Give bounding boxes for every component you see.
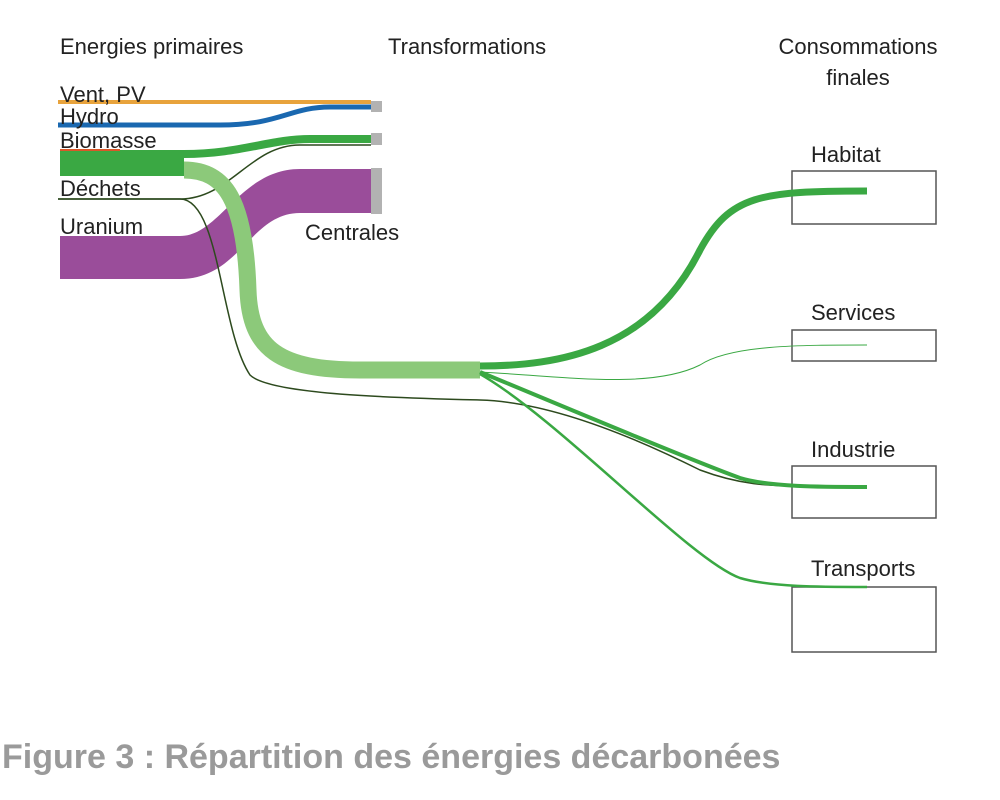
- flow-waste-to-plants: [58, 144, 371, 200]
- flow-biomass-to-habitat: [479, 187, 868, 370]
- sector-label-habitat: Habitat: [811, 142, 881, 167]
- source-label-uranium: Uranium: [60, 214, 143, 239]
- source-label-biomass: Biomasse: [60, 128, 157, 153]
- figure-caption: Figure 3 : Répartition des énergies déca…: [2, 738, 781, 776]
- header-final-consumption-line2: finales: [826, 65, 890, 90]
- sector-box-transports: [791, 586, 937, 653]
- sector-box-services: [791, 329, 937, 362]
- source-label-wind-pv: Vent, PV: [60, 82, 146, 107]
- source-label-hydro: Hydro: [60, 104, 119, 129]
- flow-biomass-to-plants: [183, 135, 371, 158]
- flow-uranium: [60, 169, 371, 279]
- header-final-consumption-line1: Consommations: [779, 34, 938, 59]
- node-label-centrales: Centrales: [305, 220, 399, 245]
- header-transformations: Transformations: [388, 34, 546, 59]
- flow-biomass-to-distribution: [183, 161, 480, 379]
- sector-box-industrie: [791, 465, 937, 519]
- source-label-waste: Déchets: [60, 176, 141, 201]
- plant-bar-uranium: [371, 168, 382, 214]
- flow-biomass-to-transports: [479, 372, 868, 589]
- flow-hydro: [58, 104, 371, 128]
- header-primary-energies: Energies primaires: [60, 34, 243, 59]
- sector-label-industrie: Industrie: [811, 437, 895, 462]
- sector-label-transports: Transports: [811, 556, 915, 581]
- flow-biomass-to-services: [479, 344, 868, 381]
- sector-label-services: Services: [811, 300, 895, 325]
- plant-bar-renewables: [371, 101, 382, 112]
- source-bar-biomass: [60, 150, 184, 176]
- flow-waste-to-industrie: [58, 198, 801, 487]
- flow-biomass-to-industrie: [479, 370, 868, 489]
- sector-box-habitat: [791, 170, 937, 225]
- plant-bar-biomass: [371, 133, 382, 145]
